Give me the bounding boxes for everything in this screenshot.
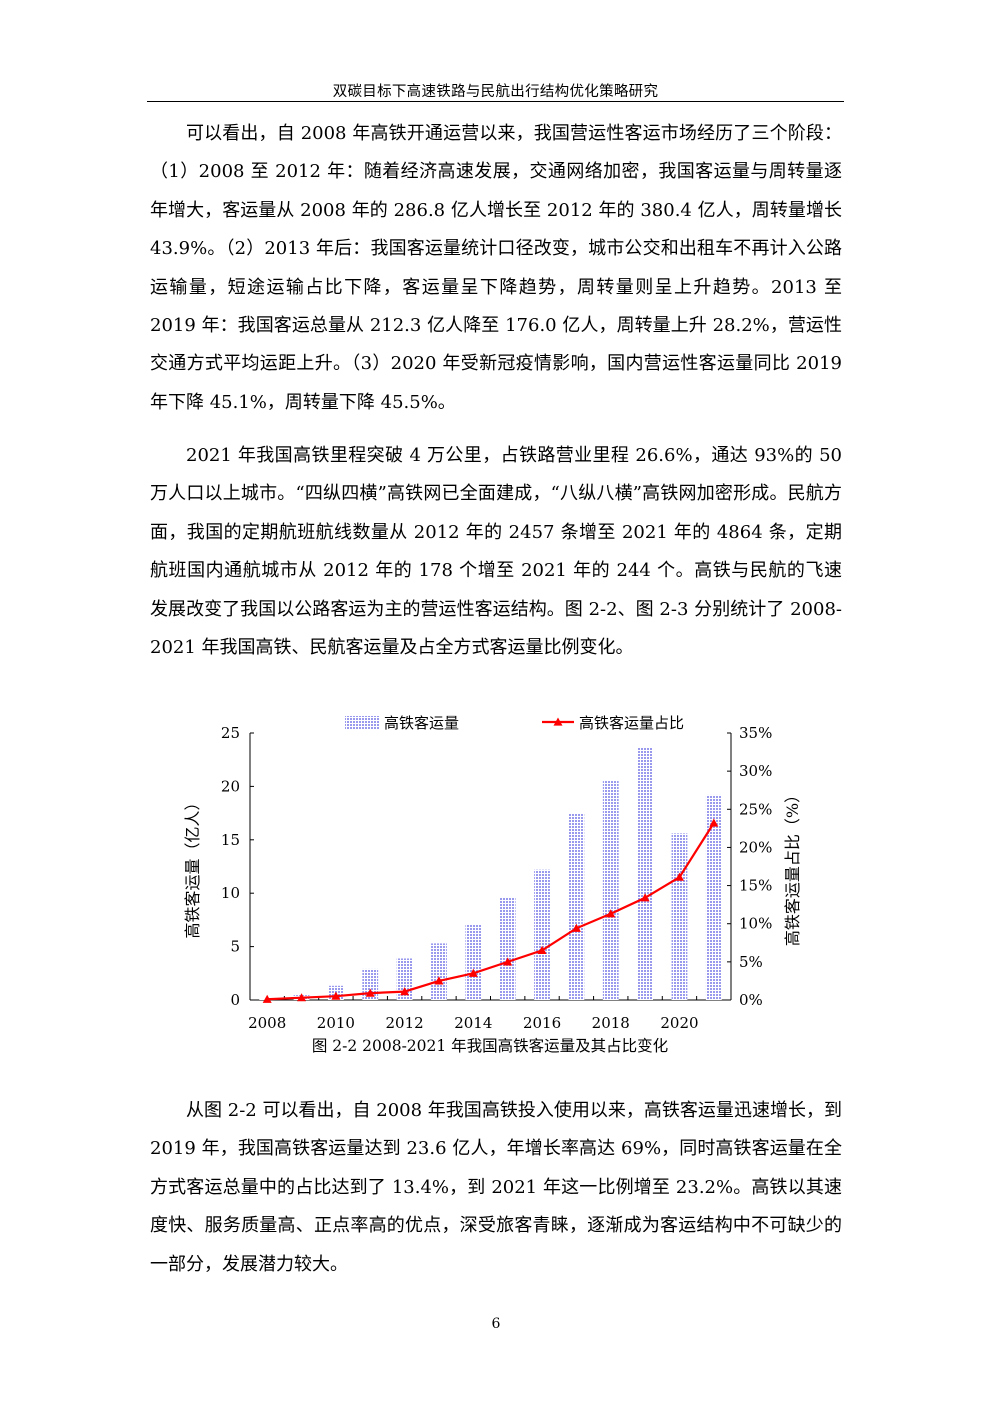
line-series-share [267, 822, 715, 1001]
line-point-2020 [674, 872, 684, 881]
bar-2019 [637, 747, 654, 1000]
bar-2018 [602, 781, 619, 1000]
x-tick-label: 2018 [592, 1014, 630, 1030]
y-tick-label-right: 20% [739, 838, 772, 856]
bar-2020 [671, 833, 688, 1000]
legend-swatch-bar [345, 716, 379, 729]
figure-2-2: 0 5 10 15 20 25 0% 5% 10% 15% 20% 25% 30% 35% 2008 2010… [170, 700, 810, 1070]
line-point-2011 [365, 988, 375, 997]
figure-caption: 图 2-2 2008-2021 年我国高铁客运量及其占比变化 [311, 1037, 669, 1055]
y-tick-label-right: 35% [739, 724, 772, 742]
line-point-2019 [640, 893, 650, 902]
line-point-2008 [262, 994, 272, 1003]
paragraph-hsr-growth-analysis: 从图 2-2 可以看出，自 2008 年我国高铁投入使用以来，高铁客运量迅速增长… [150, 1100, 842, 1275]
bar-2014 [465, 924, 482, 1000]
bar-2015 [499, 897, 516, 1000]
running-header: 双碳目标下高速铁路与民航出行结构优化策略研究 [332, 84, 659, 100]
x-tick-label: 2014 [454, 1014, 492, 1030]
line-point-2015 [503, 957, 513, 966]
page-number: 6 [491, 1316, 501, 1332]
line-point-2021 [709, 818, 719, 827]
y-tick-label-right: 5% [739, 953, 763, 971]
line-point-2018 [606, 909, 616, 918]
line-point-2016 [537, 945, 547, 955]
header-rule [147, 101, 844, 102]
line-point-2012 [400, 987, 410, 996]
y-tick-label-left: 20 [221, 777, 240, 795]
bar-2017 [568, 813, 585, 1000]
legend-marker-line [553, 717, 563, 726]
y-tick-label-left: 5 [230, 938, 240, 956]
bar-2013 [431, 943, 447, 1000]
paragraph-passenger-market-stages: 可以看出，自 2008 年高铁开通运营以来，我国营运性客运市场经历了三个阶段：（… [150, 123, 842, 413]
line-point-2013 [434, 976, 444, 985]
y-axis-title-left: 高铁客运量（亿人） [183, 794, 202, 938]
x-tick-label: 2020 [660, 1014, 698, 1030]
y-tick-label-right: 25% [739, 800, 772, 818]
line-point-2014 [468, 968, 478, 977]
x-tick-label: 2010 [317, 1014, 355, 1030]
hsr-passenger-chart: 0 5 10 15 20 25 0% 5% 10% 15% 20% 25% 30% 35% 2008 2010… [183, 714, 802, 1030]
bar-2016 [534, 869, 550, 1000]
y-tick-label-right: 30% [739, 762, 772, 780]
y-tick-label-right: 0% [739, 991, 763, 1009]
y-axis-title-right: 高铁客运量占比（%） [783, 787, 802, 946]
y-tick-label-right: 10% [739, 915, 772, 933]
bar-2021 [705, 794, 722, 1000]
legend-label-line: 高铁客运量占比 [579, 714, 684, 732]
y-tick-label-left: 0 [230, 991, 240, 1009]
y-tick-label-left: 15 [221, 831, 240, 849]
line-point-2010 [331, 991, 341, 1000]
y-tick-label-right: 15% [739, 877, 772, 895]
x-tick-label: 2008 [248, 1014, 286, 1030]
y-tick-label-left: 10 [221, 884, 240, 902]
x-tick-label: 2016 [523, 1014, 561, 1030]
line-point-2009 [297, 993, 307, 1002]
legend-label-bar: 高铁客运量 [384, 714, 459, 732]
x-tick-label: 2012 [386, 1014, 424, 1030]
y-tick-label-left: 25 [221, 724, 240, 742]
line-point-2017 [571, 923, 581, 932]
paragraph-hsr-and-aviation-development: 2021 年我国高铁里程突破 4 万公里，占铁路营业里程 26.6%，通达 93… [150, 445, 842, 659]
